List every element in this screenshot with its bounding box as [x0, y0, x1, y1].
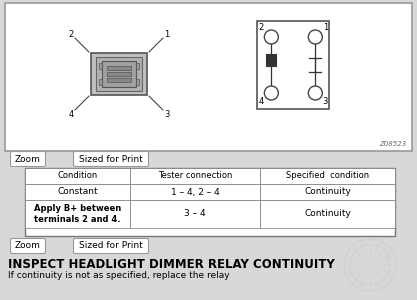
Text: 4: 4 — [68, 110, 73, 118]
Text: 3: 3 — [323, 98, 328, 106]
Circle shape — [308, 30, 322, 44]
FancyBboxPatch shape — [73, 152, 148, 166]
Bar — [96, 57, 142, 91]
Bar — [260, 200, 395, 228]
FancyBboxPatch shape — [10, 238, 45, 253]
Text: 2: 2 — [259, 23, 264, 32]
Bar — [257, 21, 329, 109]
Text: Tester connection: Tester connection — [158, 172, 232, 181]
Bar — [260, 184, 395, 200]
Bar — [25, 168, 395, 236]
Bar — [25, 168, 130, 184]
Text: Zoom: Zoom — [15, 242, 41, 250]
Bar — [260, 168, 395, 184]
FancyBboxPatch shape — [73, 238, 148, 253]
Bar — [99, 63, 102, 69]
Bar — [107, 72, 131, 76]
Text: 1 – 4, 2 – 4: 1 – 4, 2 – 4 — [171, 188, 219, 196]
Text: Zoom: Zoom — [15, 154, 41, 164]
Bar — [136, 79, 139, 85]
Text: Apply B+ between
terminals 2 and 4.: Apply B+ between terminals 2 and 4. — [34, 204, 121, 224]
Bar — [130, 184, 260, 200]
Text: 2: 2 — [68, 29, 73, 38]
Bar — [25, 200, 130, 228]
Text: 3 – 4: 3 – 4 — [184, 209, 206, 218]
Text: INSPECT HEADLIGHT DIMMER RELAY CONTINUITY: INSPECT HEADLIGHT DIMMER RELAY CONTINUIT… — [8, 258, 335, 271]
Bar — [102, 61, 136, 87]
FancyBboxPatch shape — [10, 152, 45, 166]
Text: Continuity: Continuity — [304, 188, 351, 196]
Bar — [266, 54, 276, 66]
Circle shape — [308, 86, 322, 100]
Bar — [5, 3, 412, 151]
Bar — [130, 200, 260, 228]
Text: Z08523: Z08523 — [379, 141, 406, 147]
Text: If continuity is not as specified, replace the relay: If continuity is not as specified, repla… — [8, 271, 230, 280]
Text: Sized for Print: Sized for Print — [79, 242, 143, 250]
Bar — [25, 184, 130, 200]
Bar — [107, 78, 131, 82]
Text: 3: 3 — [164, 110, 170, 118]
Bar — [107, 66, 131, 70]
Circle shape — [264, 30, 278, 44]
Circle shape — [264, 86, 278, 100]
Text: 4: 4 — [259, 98, 264, 106]
Bar — [91, 53, 147, 95]
Bar — [130, 168, 260, 184]
Text: Sized for Print: Sized for Print — [79, 154, 143, 164]
Text: Specified  condition: Specified condition — [286, 172, 369, 181]
Text: Constant: Constant — [57, 188, 98, 196]
Text: 1: 1 — [164, 29, 170, 38]
Bar — [136, 63, 139, 69]
Text: Condition: Condition — [58, 172, 98, 181]
Text: Continuity: Continuity — [304, 209, 351, 218]
Text: 1: 1 — [323, 23, 328, 32]
Bar — [99, 79, 102, 85]
